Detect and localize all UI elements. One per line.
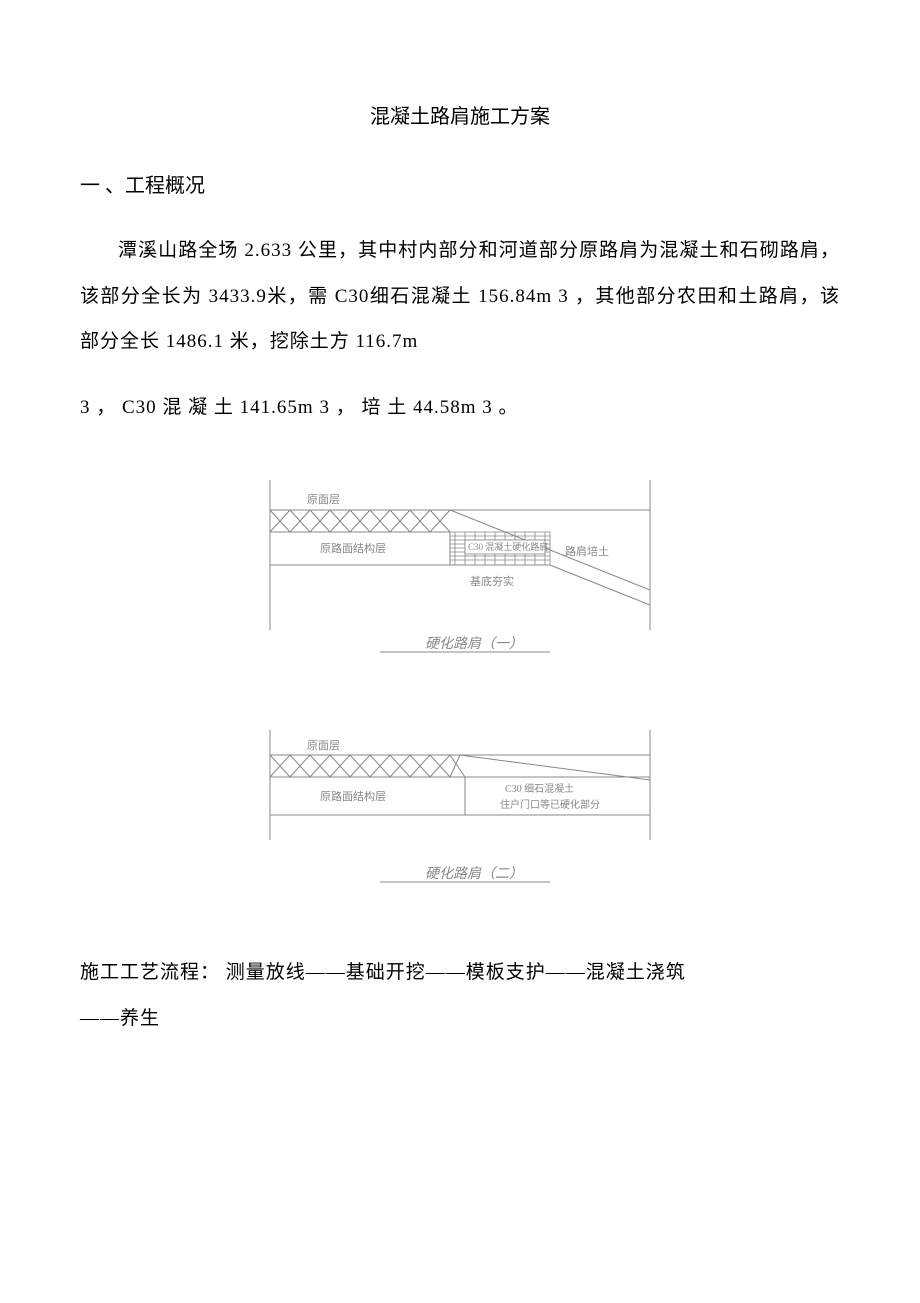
diagram-2: 原面层 xyxy=(250,710,670,910)
paragraph-1-line3: 3 ， C30 混 凝 土 141.65m 3 ， 培 土 44.58m 3 。 xyxy=(80,385,840,431)
footer-paragraph-2: ——养生 xyxy=(80,996,840,1042)
diagram-1-container: 原面层 xyxy=(80,460,840,680)
d1-label-bottom: 基底夯实 xyxy=(470,574,514,588)
d2-label-right2: 住户门口等已硬化部分 xyxy=(500,798,600,811)
d1-caption: 硬化路肩（一） xyxy=(425,636,523,652)
paragraph-1: 潭溪山路全场 2.633 公里，其中村内部分和河道部分原路肩为混凝土和石砌路肩，… xyxy=(80,228,840,365)
d2-label-mid-left: 原路面结构层 xyxy=(320,789,386,803)
diagram-1: 原面层 xyxy=(250,460,670,680)
d2-label-top-left: 原面层 xyxy=(307,739,340,752)
diagram-2-container: 原面层 xyxy=(80,710,840,910)
d2-label-right1: C30 细石混凝土 xyxy=(505,782,574,795)
d1-label-top-left: 原面层 xyxy=(307,493,340,506)
section-heading: 一 、工程概况 xyxy=(80,169,840,198)
footer-paragraph-1: 施工工艺流程： 测量放线——基础开挖——模板支护——混凝土浇筑 xyxy=(80,950,840,996)
d1-label-mid-box: C30 混凝土硬化路肩 xyxy=(468,541,548,552)
d1-label-mid-left: 原路面结构层 xyxy=(320,541,386,555)
d2-caption: 硬化路肩（二） xyxy=(425,866,523,882)
d1-label-mid-right: 路肩培土 xyxy=(565,544,609,558)
document-title: 混凝土路肩施工方案 xyxy=(80,100,840,129)
